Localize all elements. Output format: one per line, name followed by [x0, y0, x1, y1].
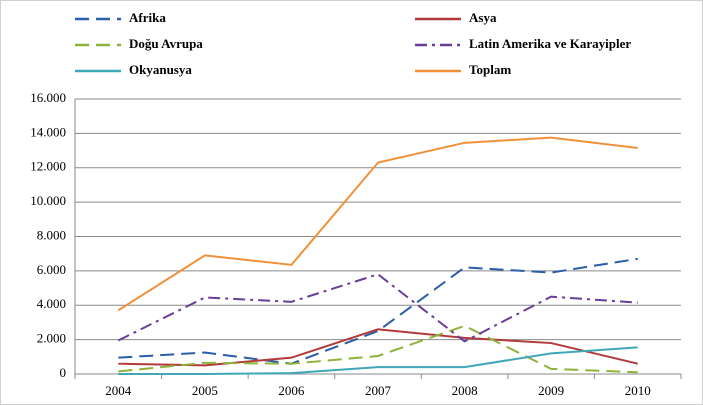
y-tick-label: 16.000 — [30, 90, 66, 105]
y-tick-label: 2.000 — [37, 331, 66, 346]
legend-label: Okyanusya — [129, 62, 192, 77]
legend-label: Latin Amerika ve Karayipler — [469, 36, 631, 51]
x-tick-label: 2005 — [192, 383, 218, 398]
legend-label: Asya — [469, 10, 497, 25]
legend-label: Toplam — [469, 62, 511, 77]
series-line — [118, 328, 638, 367]
x-tick-label: 2008 — [452, 383, 478, 398]
y-tick-label: 10.000 — [30, 193, 66, 208]
x-tick-label: 2004 — [105, 383, 132, 398]
x-tick-label: 2010 — [625, 383, 651, 398]
y-tick-label: 14.000 — [30, 124, 66, 139]
y-tick-label: 12.000 — [30, 159, 66, 174]
legend-label: Doğu Avrupa — [129, 36, 203, 51]
y-tick-label: 6.000 — [37, 262, 66, 277]
series-line — [118, 257, 638, 365]
x-tick-label: 2006 — [278, 383, 305, 398]
series-line — [117, 273, 638, 343]
x-tick-label: 2007 — [365, 383, 392, 398]
y-tick-label: 4.000 — [37, 296, 66, 311]
series-line — [117, 136, 638, 312]
series-line — [118, 346, 638, 375]
legend-label: Afrika — [129, 10, 166, 25]
series-line — [118, 324, 638, 374]
y-tick-label: 0 — [60, 365, 67, 380]
y-tick-label: 8.000 — [37, 227, 66, 242]
x-tick-label: 2009 — [538, 383, 564, 398]
